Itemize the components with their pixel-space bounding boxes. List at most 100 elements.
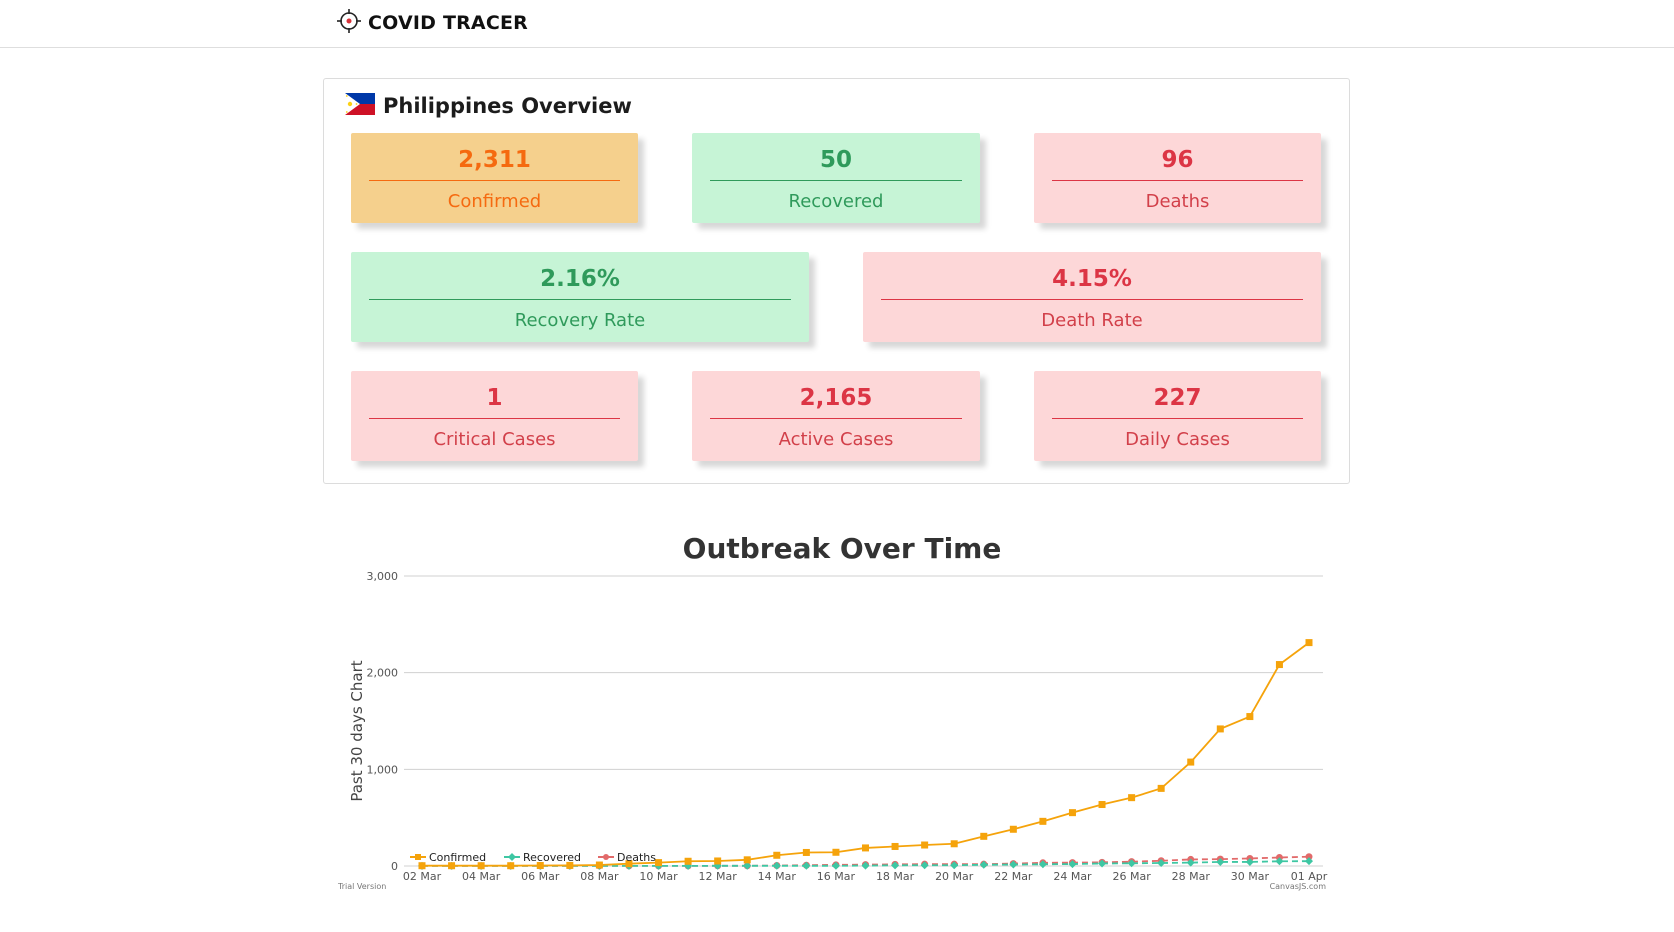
recovered-card: 50 Recovered: [692, 133, 980, 223]
point-confirmed: [625, 860, 633, 868]
brand-link[interactable]: COVID TRACER: [336, 8, 528, 38]
point-recovered: [1305, 857, 1313, 866]
card-divider: [1052, 418, 1303, 419]
point-recovered: [1038, 860, 1047, 869]
overview-panel: Philippines Overview 2,311 Confirmed 50 …: [323, 78, 1350, 484]
point-deaths: [1305, 853, 1313, 861]
legend-label: Deaths: [617, 851, 656, 864]
point-recovered: [920, 861, 929, 870]
card-divider: [369, 180, 620, 181]
point-confirmed: [655, 859, 663, 867]
point-confirmed: [1009, 825, 1017, 833]
x-tick-label: 28 Mar: [1172, 870, 1211, 883]
point-confirmed: [832, 848, 840, 856]
deaths-value: 96: [1161, 147, 1194, 173]
point-recovered: [1275, 857, 1284, 866]
y-tick-label: 0: [391, 860, 398, 873]
point-confirmed: [862, 844, 869, 852]
death-rate-card: 4.15% Death Rate: [863, 252, 1321, 342]
legend-marker: [415, 854, 421, 860]
series-line-confirmed: [422, 641, 1310, 867]
point-recovered: [772, 861, 781, 870]
recovery-rate-label: Recovery Rate: [514, 310, 646, 331]
point-confirmed: [1039, 817, 1047, 825]
x-tick-label: 10 Mar: [639, 870, 678, 883]
x-tick-label: 02 Mar: [403, 870, 442, 883]
point-recovered: [831, 861, 840, 870]
y-tick-label: 1,000: [367, 763, 399, 776]
x-tick-label: 01 Apr: [1291, 870, 1328, 883]
philippines-flag-icon: [345, 93, 375, 119]
x-tick-label: 06 Mar: [521, 870, 560, 883]
deaths-label: Deaths: [1145, 191, 1210, 212]
point-confirmed: [921, 841, 929, 849]
point-confirmed: [1275, 661, 1283, 669]
x-tick-label: 18 Mar: [876, 870, 915, 883]
x-tick-label: 22 Mar: [994, 870, 1033, 883]
point-confirmed: [418, 862, 426, 870]
legend-label: Confirmed: [429, 851, 486, 864]
x-tick-label: 26 Mar: [1112, 870, 1151, 883]
point-confirmed: [1216, 725, 1224, 733]
top-navbar: COVID TRACER: [0, 0, 1674, 48]
point-confirmed: [1157, 784, 1165, 792]
card-divider: [710, 418, 962, 419]
y-tick-label: 2,000: [367, 667, 399, 680]
legend-marker: [603, 854, 609, 860]
recovery-rate-card: 2.16% Recovery Rate: [351, 252, 809, 342]
daily-cases-value: 227: [1153, 385, 1202, 411]
point-confirmed: [448, 862, 456, 870]
point-confirmed: [773, 851, 781, 859]
point-confirmed: [1246, 713, 1254, 721]
point-confirmed: [477, 862, 485, 870]
point-confirmed: [1128, 794, 1136, 802]
point-recovered: [891, 861, 900, 870]
point-recovered: [1009, 860, 1018, 869]
deaths-card: 96 Deaths: [1034, 133, 1321, 223]
overview-title: Philippines Overview: [383, 94, 632, 118]
point-confirmed: [714, 857, 722, 865]
point-confirmed: [1098, 801, 1106, 809]
point-confirmed: [566, 861, 574, 869]
point-recovered: [950, 861, 959, 870]
point-confirmed: [980, 832, 988, 840]
death-rate-value: 4.15%: [1052, 266, 1132, 292]
point-recovered: [1186, 858, 1195, 867]
active-cases-label: Active Cases: [778, 429, 894, 450]
chart-canvas: 0 1,000 2,000 3,000 Past 30 days Chart 02 Mar…: [337, 570, 1328, 891]
card-divider: [369, 418, 620, 419]
death-rate-label: Death Rate: [1041, 310, 1143, 331]
legend-label: Recovered: [523, 851, 581, 864]
legend-marker: [508, 853, 516, 861]
point-confirmed: [1187, 758, 1195, 766]
point-recovered: [979, 860, 988, 869]
point-confirmed: [536, 862, 544, 870]
active-cases-card: 2,165 Active Cases: [692, 371, 980, 461]
trial-version-text: Trial Version: [337, 882, 386, 891]
point-recovered: [802, 861, 811, 870]
x-tick-label: 04 Mar: [462, 870, 501, 883]
active-cases-value: 2,165: [799, 385, 873, 411]
point-confirmed: [743, 856, 751, 864]
card-divider: [369, 299, 791, 300]
crosshair-target-icon: [336, 8, 362, 38]
recovery-rate-value: 2.16%: [540, 266, 620, 292]
point-recovered: [743, 861, 752, 870]
brand-title: COVID TRACER: [368, 12, 528, 34]
point-recovered: [1068, 860, 1077, 869]
point-confirmed: [684, 857, 692, 865]
confirmed-label: Confirmed: [447, 191, 542, 212]
confirmed-value: 2,311: [458, 147, 531, 173]
overview-heading: Philippines Overview: [345, 91, 632, 121]
daily-cases-label: Daily Cases: [1125, 429, 1230, 450]
x-tick-label: 20 Mar: [935, 870, 974, 883]
card-divider: [710, 180, 962, 181]
x-tick-label: 08 Mar: [580, 870, 619, 883]
recovered-value: 50: [819, 147, 852, 173]
critical-cases-value: 1: [486, 385, 503, 411]
x-tick-label: 30 Mar: [1231, 870, 1270, 883]
x-tick-label: 24 Mar: [1053, 870, 1092, 883]
confirmed-card: 2,311 Confirmed: [351, 133, 638, 223]
outbreak-chart: Outbreak Over Time 0 1,000 2,000 3,000 Past …: [330, 518, 1354, 896]
x-tick-label: 14 Mar: [758, 870, 797, 883]
